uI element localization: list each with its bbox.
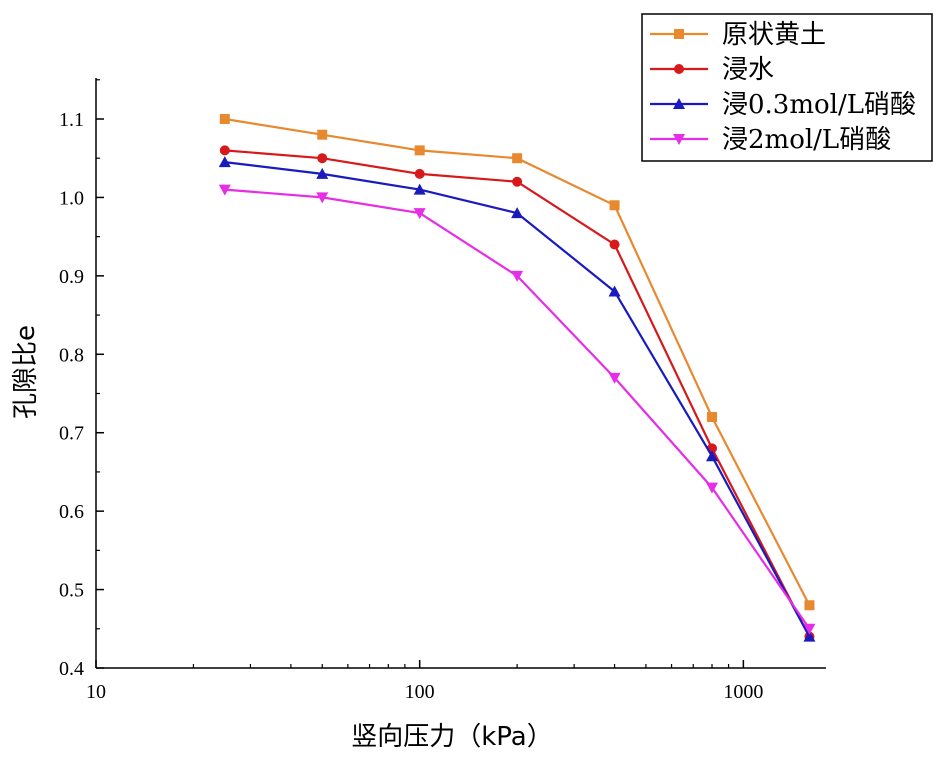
- data-point: [512, 176, 523, 187]
- y-axis-title: 孔隙比e: [11, 325, 41, 419]
- series-4: [218, 184, 816, 635]
- y-tick-label: 0.4: [59, 658, 84, 680]
- data-point: [803, 630, 816, 642]
- series-line: [224, 188, 811, 630]
- data-point: [674, 64, 684, 74]
- y-tick-label: 0.7: [59, 423, 84, 445]
- legend-label: 浸2mol/L硝酸: [722, 125, 891, 155]
- x-tick-label: 10: [86, 681, 106, 703]
- data-point: [219, 145, 230, 156]
- data-point: [674, 29, 684, 39]
- y-tick-label: 1.0: [59, 187, 84, 209]
- data-point: [803, 623, 816, 635]
- data-point: [511, 207, 524, 219]
- data-point: [414, 145, 425, 156]
- data-point: [608, 285, 621, 297]
- series-1: [219, 114, 815, 611]
- data-point: [218, 156, 231, 168]
- series-line: [224, 161, 811, 638]
- data-point: [413, 183, 426, 195]
- data-point: [804, 600, 815, 611]
- data-point: [706, 450, 719, 462]
- plot-area: [218, 114, 816, 642]
- y-tick-label: 0.6: [59, 501, 84, 523]
- data-point: [706, 482, 719, 494]
- series-3: [218, 156, 816, 642]
- series-line: [224, 117, 811, 606]
- legend-label: 浸水: [722, 55, 774, 85]
- data-point: [218, 184, 231, 196]
- data-point: [673, 98, 685, 109]
- series-line: [224, 149, 811, 638]
- data-point: [511, 270, 524, 282]
- legend-label: 浸0.3mol/L硝酸: [722, 90, 916, 120]
- data-point: [219, 114, 230, 124]
- data-point: [609, 239, 620, 250]
- data-point: [317, 153, 328, 164]
- y-tick-label: 0.5: [59, 580, 84, 602]
- data-point: [512, 153, 523, 164]
- x-axis-title: 竖向压力（kPa）: [351, 722, 553, 752]
- data-point: [707, 412, 718, 423]
- axes: 0.4 0.5 0.6 0.7 0.8 0.9 1.0 1.1 10 100 1000: [59, 78, 826, 703]
- data-point: [414, 168, 425, 179]
- data-point: [316, 167, 329, 179]
- data-point: [316, 192, 329, 204]
- data-point: [608, 372, 621, 384]
- y-tick-label: 1.1: [59, 109, 84, 131]
- x-tick-label: 100: [405, 681, 435, 703]
- data-point: [673, 134, 685, 145]
- data-point: [609, 200, 620, 211]
- series-2: [219, 145, 815, 642]
- y-tick-label: 0.8: [59, 344, 84, 366]
- x-tick-label: 1000: [723, 681, 763, 703]
- data-point: [317, 129, 328, 140]
- legend-label: 原状黄土: [722, 20, 826, 50]
- legend-box: [641, 13, 933, 162]
- data-point: [413, 208, 426, 220]
- y-tick-label: 0.9: [59, 266, 84, 288]
